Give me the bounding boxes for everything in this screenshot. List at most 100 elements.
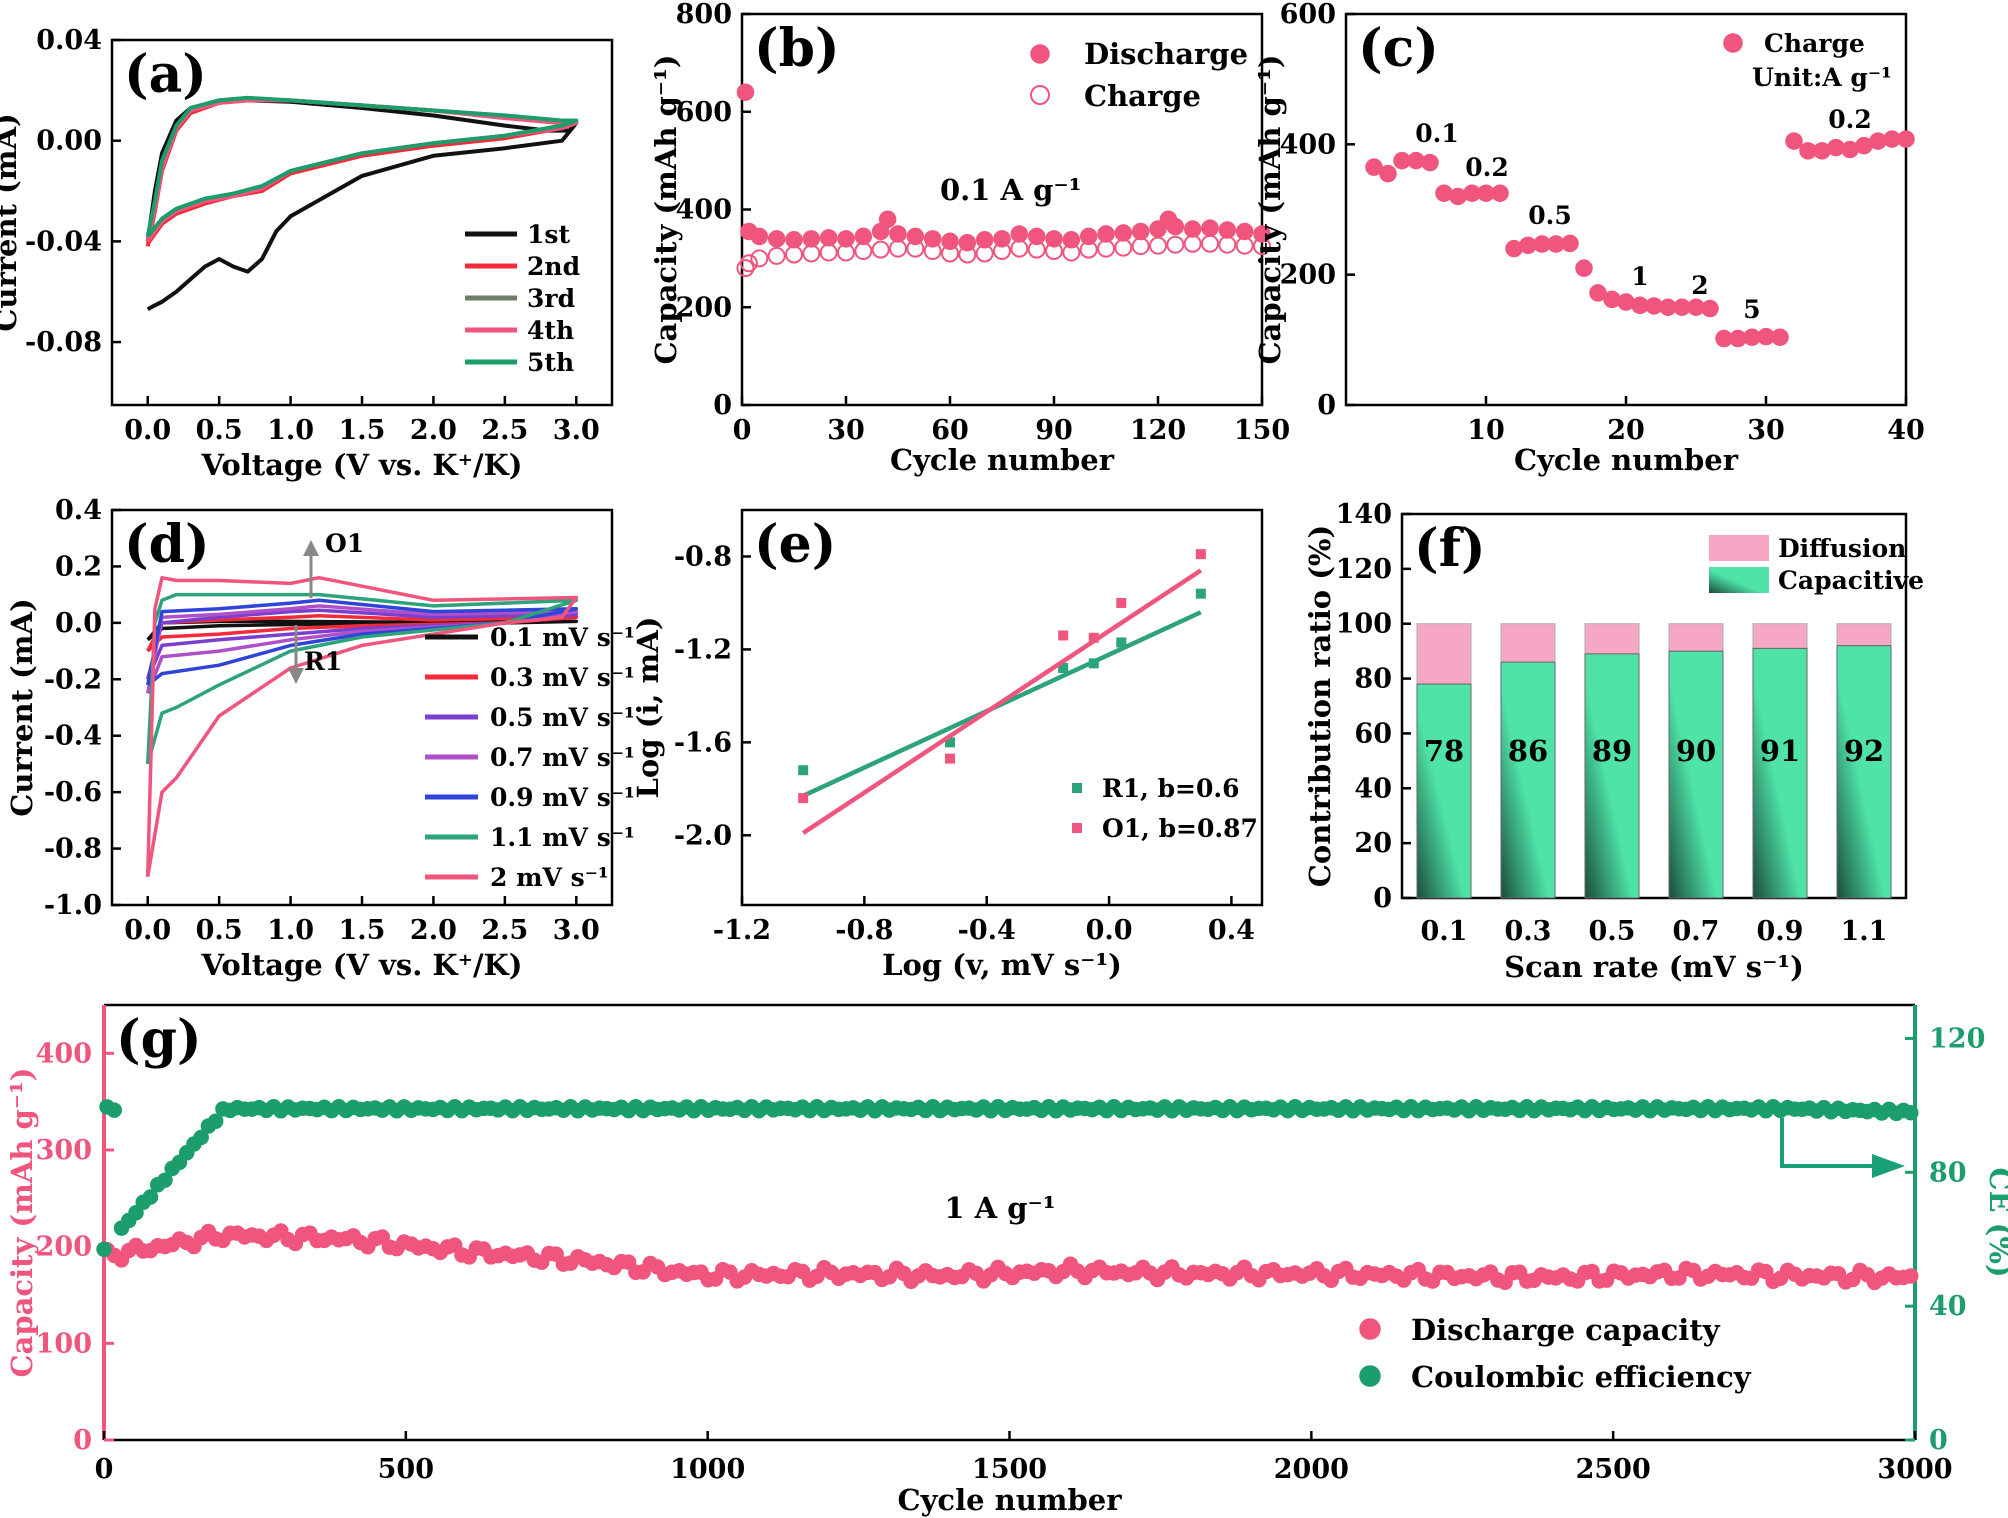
- data-point: [1116, 597, 1127, 608]
- legend-label: Diffusion: [1778, 534, 1906, 563]
- x-tick-label: 0.9: [1757, 916, 1804, 947]
- series-line: [146, 614, 579, 653]
- legend-label: 4th: [527, 316, 574, 345]
- data-point-ce: [207, 1113, 224, 1130]
- y-right-tick-label: 40: [1929, 1291, 1967, 1322]
- data-point-charge: [1149, 236, 1167, 255]
- x-tick-label: 1000: [670, 1454, 745, 1485]
- data-point-charge: [819, 243, 838, 262]
- legend-marker-charge: [1030, 85, 1050, 105]
- data-point-discharge: [906, 227, 925, 246]
- bar-diffusion: [1500, 623, 1556, 663]
- data-point-charge: [739, 254, 758, 273]
- data-point-charge: [802, 244, 821, 263]
- bar-capacitive: [1500, 661, 1556, 899]
- legend-label: Discharge: [1084, 37, 1248, 71]
- y-tick-label: -0.8: [44, 834, 102, 865]
- data-point-discharge: [837, 230, 855, 248]
- legend-label: 0.5 mV s⁻¹: [490, 703, 635, 732]
- data-point-discharge: [767, 230, 786, 248]
- bar-value-label: 90: [1676, 734, 1716, 768]
- series-line: [145, 604, 579, 695]
- data-point-charge: [1603, 290, 1621, 309]
- x-tick-label: 0.0: [124, 415, 171, 446]
- data-point-charge: [1379, 164, 1397, 183]
- x-tick-label: 0: [95, 1454, 114, 1485]
- x-tick-label: 0.5: [196, 915, 243, 946]
- bar-diffusion: [1668, 623, 1724, 652]
- data-point-charge: [1166, 235, 1185, 254]
- panel-b: 0 30 60 90 120 150 0 200 400 600 800 Cycle number Ca…: [649, 0, 1290, 477]
- y-axis-label: Capacity (mAh g⁻¹): [5, 1067, 39, 1377]
- legend-unit: Unit:A g⁻¹: [1752, 63, 1892, 92]
- data-point-discharge: [1010, 225, 1029, 243]
- series-line: [146, 608, 579, 680]
- y-tick-label: -1.2: [674, 634, 732, 665]
- data-point-charge: [1131, 237, 1150, 256]
- data-point-discharge: [975, 231, 994, 249]
- data-point-ce: [157, 1172, 173, 1188]
- legend-swatch-diffusion: [1709, 535, 1769, 561]
- x-tick-label: 1.1: [1841, 916, 1888, 947]
- data-point-ce: [193, 1129, 209, 1146]
- x-tick-label: 60: [931, 415, 969, 446]
- x-tick-label: 2500: [1576, 1454, 1651, 1485]
- rate-label: 0.1: [1415, 119, 1459, 148]
- series-line-2nd: [145, 98, 579, 247]
- y-tick-label: 0.4: [55, 495, 102, 526]
- x-tick-label: 30: [827, 415, 865, 446]
- arrow-head-icon: [303, 540, 319, 556]
- x-axis-label: Voltage (V vs. K⁺/K): [201, 948, 523, 982]
- y-tick-label: -1.0: [44, 890, 102, 921]
- y-tick-label: 0: [713, 390, 732, 421]
- data-point-charge: [736, 259, 755, 278]
- data-point-charge: [1218, 235, 1237, 254]
- data-point: [1088, 632, 1099, 643]
- data-point-discharge: [1201, 219, 1219, 237]
- y-tick-label: 400: [36, 1038, 92, 1069]
- data-point-discharge: [802, 230, 821, 248]
- y-tick-label: 40: [1354, 773, 1392, 804]
- data-point: [1058, 663, 1069, 673]
- series-line-1st: [145, 98, 579, 312]
- x-tick-label: 0.5: [1589, 916, 1636, 947]
- bar-value-label: 91: [1760, 734, 1800, 768]
- data-point-discharge: [1079, 227, 1098, 246]
- x-tick-label: 2.5: [481, 915, 528, 946]
- y-tick-label: 0.0: [55, 608, 102, 639]
- legend-swatch-capacitive: [1709, 567, 1769, 593]
- y-tick-label: 600: [676, 97, 732, 128]
- data-point-charge: [1421, 153, 1439, 172]
- series-line-5th: [145, 95, 579, 238]
- x-tick-label: 0.0: [124, 915, 171, 946]
- panel-label: (d): [124, 514, 210, 575]
- x-tick-label: 3.0: [553, 915, 600, 946]
- legend-label: Capacitive: [1778, 566, 1924, 595]
- panel-a: 0.0 0.5 1.0 1.5 2.0 2.5 3.0 0.04 0.00 -0.04 -0.08 V…: [0, 25, 614, 482]
- y-tick-label: 0: [1373, 883, 1392, 914]
- x-tick-label: 500: [378, 1454, 434, 1485]
- x-tick-label: 150: [1234, 415, 1290, 446]
- bar-capacitive: [1752, 647, 1808, 899]
- data-point-charge: [785, 245, 803, 264]
- bar-diffusion: [1836, 623, 1892, 647]
- data-point-charge: [854, 242, 873, 261]
- y-tick-label: 0: [1317, 390, 1336, 421]
- y-tick-label: 80: [1354, 664, 1392, 695]
- data-point-ce: [106, 1102, 123, 1118]
- legend-label: 1st: [527, 220, 570, 249]
- data-point-discharge: [1253, 225, 1271, 243]
- panel-d: 0.0 0.5 1.0 1.5 2.0 2.5 3.0 0.4 0.2 0.0 -0.2 -0.4 -0…: [5, 495, 635, 982]
- x-tick-label: 3.0: [553, 415, 600, 446]
- x-tick-label: 2.5: [481, 415, 528, 446]
- data-point-charge: [1114, 238, 1133, 257]
- y-tick-label: 200: [36, 1232, 92, 1263]
- data-point-charge: [1365, 158, 1383, 176]
- arrow-head-icon: [1872, 1154, 1905, 1178]
- panel-label: (c): [1358, 18, 1439, 79]
- x-axis-label: Cycle number: [897, 1483, 1122, 1517]
- data-point-charge: [1785, 132, 1803, 150]
- data-point-discharge: [1218, 221, 1237, 239]
- legend-marker: [1072, 783, 1082, 793]
- data-point-discharge: [854, 227, 873, 246]
